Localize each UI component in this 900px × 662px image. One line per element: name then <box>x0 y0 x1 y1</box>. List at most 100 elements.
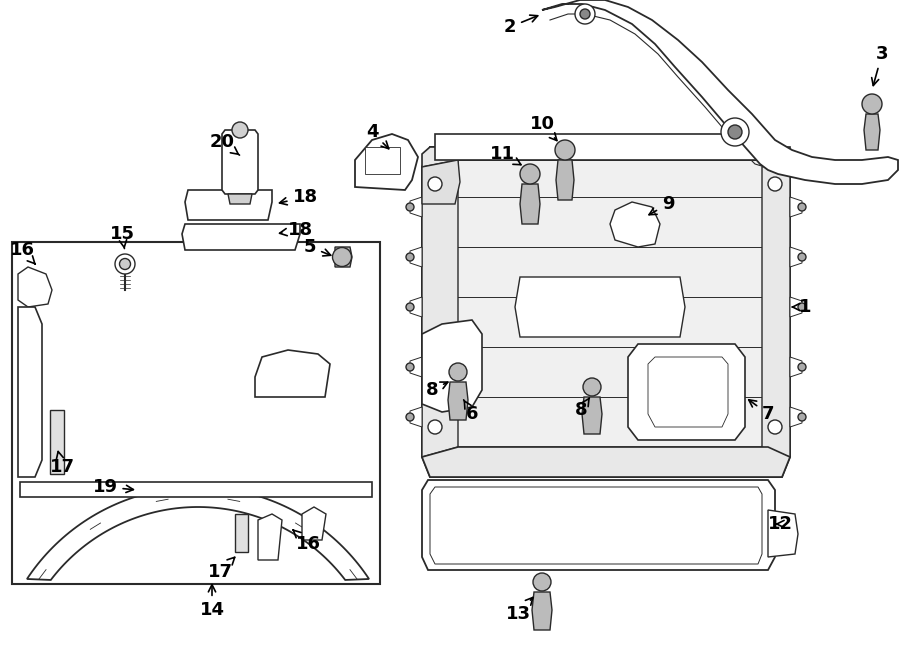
Polygon shape <box>422 160 460 204</box>
Polygon shape <box>18 307 42 477</box>
Text: 11: 11 <box>490 145 521 165</box>
Text: 10: 10 <box>529 115 557 140</box>
Polygon shape <box>410 197 422 217</box>
Polygon shape <box>452 160 768 447</box>
Polygon shape <box>422 447 790 477</box>
Circle shape <box>798 203 806 211</box>
Polygon shape <box>542 0 898 184</box>
Polygon shape <box>20 482 372 497</box>
Polygon shape <box>222 130 258 194</box>
Polygon shape <box>27 487 369 580</box>
Text: 16: 16 <box>293 530 320 553</box>
Polygon shape <box>258 514 282 560</box>
Circle shape <box>768 420 782 434</box>
Text: 7: 7 <box>749 400 774 423</box>
Text: 15: 15 <box>110 225 134 249</box>
Circle shape <box>533 573 551 591</box>
Circle shape <box>798 363 806 371</box>
Polygon shape <box>228 194 252 204</box>
Polygon shape <box>410 247 422 267</box>
Text: 20: 20 <box>210 133 239 155</box>
Polygon shape <box>422 320 482 412</box>
Polygon shape <box>422 147 790 477</box>
Polygon shape <box>520 184 540 224</box>
Polygon shape <box>515 277 685 337</box>
Text: 4: 4 <box>365 123 389 149</box>
Text: 8: 8 <box>575 398 590 419</box>
Polygon shape <box>255 350 330 397</box>
Text: 18: 18 <box>280 188 318 206</box>
Polygon shape <box>410 407 422 427</box>
Circle shape <box>406 363 414 371</box>
Polygon shape <box>422 160 458 457</box>
Circle shape <box>768 177 782 191</box>
Polygon shape <box>790 197 802 217</box>
Circle shape <box>120 258 130 269</box>
Polygon shape <box>365 147 400 174</box>
Text: 17: 17 <box>50 451 75 476</box>
Circle shape <box>428 420 442 434</box>
Polygon shape <box>790 247 802 267</box>
Polygon shape <box>790 297 802 317</box>
Polygon shape <box>556 160 574 200</box>
Circle shape <box>406 203 414 211</box>
Polygon shape <box>768 510 798 557</box>
Polygon shape <box>648 357 728 427</box>
Polygon shape <box>302 507 326 540</box>
Text: 8: 8 <box>426 381 448 399</box>
Circle shape <box>798 413 806 421</box>
Polygon shape <box>410 297 422 317</box>
Circle shape <box>555 140 575 160</box>
Text: 12: 12 <box>768 515 793 533</box>
Text: 3: 3 <box>872 45 888 85</box>
Circle shape <box>115 254 135 274</box>
Circle shape <box>406 253 414 261</box>
Circle shape <box>721 118 749 146</box>
Circle shape <box>580 9 590 19</box>
Polygon shape <box>435 134 765 160</box>
Text: 13: 13 <box>506 597 533 623</box>
Polygon shape <box>422 147 790 167</box>
Polygon shape <box>762 157 790 457</box>
Bar <box>12 242 380 584</box>
Polygon shape <box>185 190 272 220</box>
Text: 2: 2 <box>504 15 537 36</box>
Polygon shape <box>410 357 422 377</box>
Text: 9: 9 <box>649 195 674 214</box>
Polygon shape <box>628 344 745 440</box>
Circle shape <box>406 413 414 421</box>
Text: 5: 5 <box>304 238 330 256</box>
Polygon shape <box>864 114 880 150</box>
Circle shape <box>332 248 352 267</box>
Polygon shape <box>532 592 552 630</box>
Text: 6: 6 <box>464 400 478 423</box>
Text: 1: 1 <box>792 298 811 316</box>
Circle shape <box>583 378 601 396</box>
Circle shape <box>449 363 467 381</box>
Text: 17: 17 <box>208 557 235 581</box>
Circle shape <box>520 164 540 184</box>
Polygon shape <box>448 382 468 420</box>
Polygon shape <box>355 134 418 190</box>
Text: 18: 18 <box>280 221 312 239</box>
Circle shape <box>862 94 882 114</box>
Polygon shape <box>335 247 352 267</box>
Circle shape <box>406 303 414 311</box>
Polygon shape <box>235 514 248 552</box>
Circle shape <box>798 303 806 311</box>
Polygon shape <box>50 410 64 474</box>
Text: 14: 14 <box>200 585 224 619</box>
Circle shape <box>728 125 742 139</box>
Polygon shape <box>790 407 802 427</box>
Circle shape <box>575 4 595 24</box>
Circle shape <box>232 122 248 138</box>
Polygon shape <box>582 397 602 434</box>
Polygon shape <box>790 357 802 377</box>
Text: 19: 19 <box>93 478 133 496</box>
Circle shape <box>428 177 442 191</box>
Polygon shape <box>422 480 775 570</box>
Polygon shape <box>18 267 52 307</box>
Text: 16: 16 <box>10 241 35 264</box>
Polygon shape <box>610 202 660 247</box>
Polygon shape <box>182 224 300 250</box>
